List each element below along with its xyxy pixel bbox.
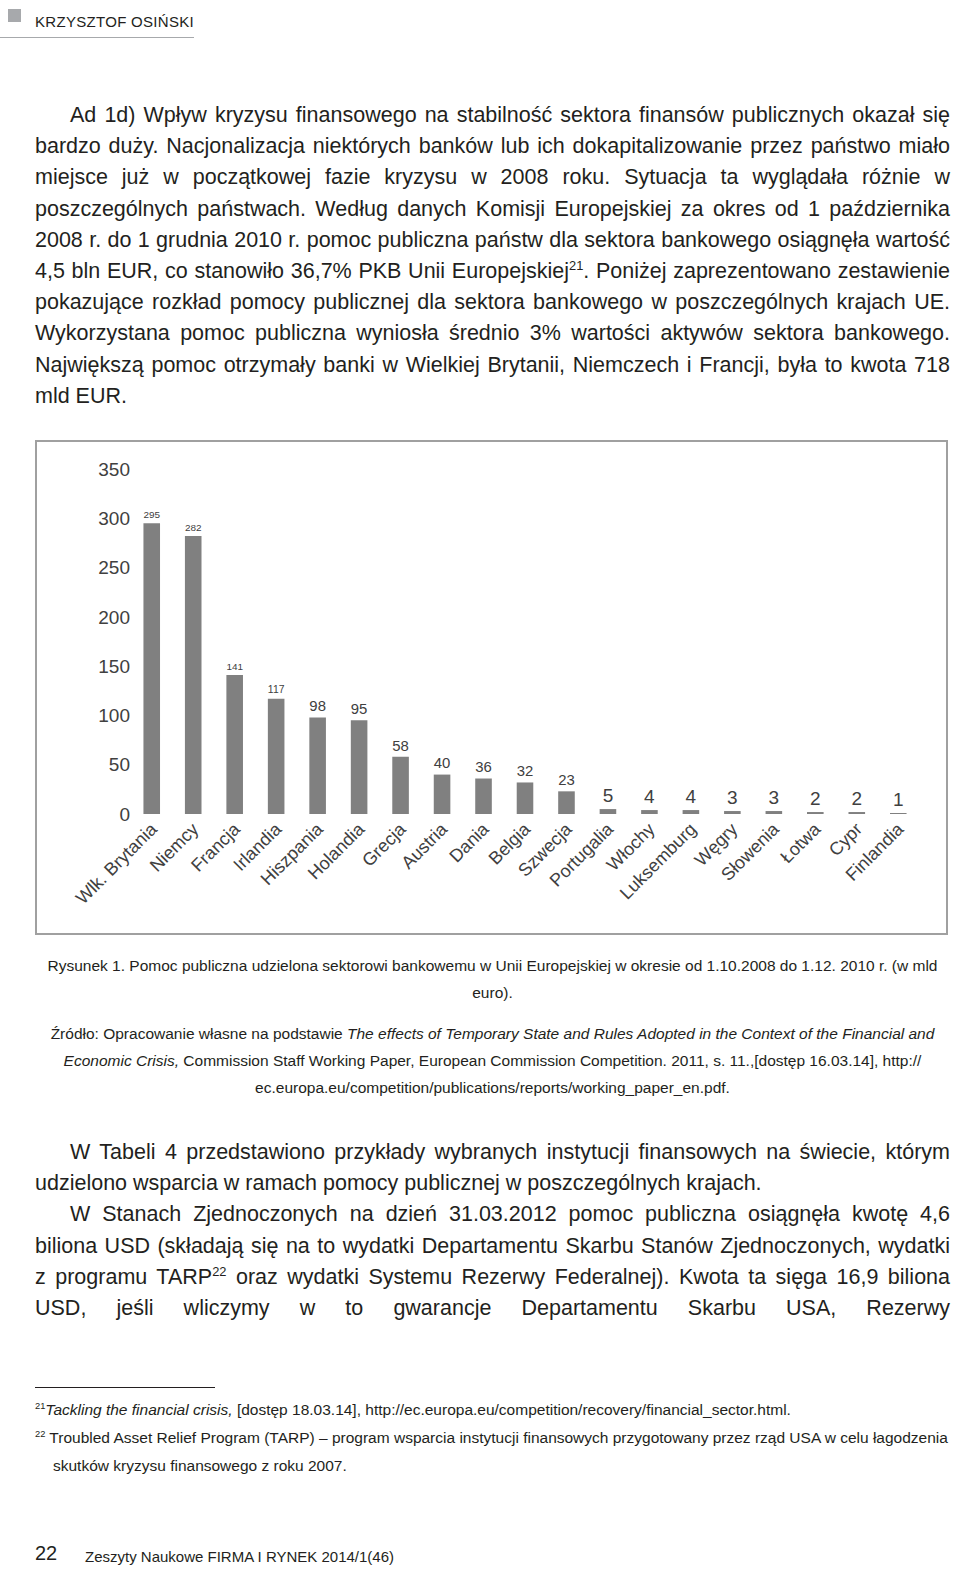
- svg-text:Belgia: Belgia: [485, 818, 535, 868]
- svg-text:Luksemburg: Luksemburg: [616, 819, 700, 903]
- svg-text:Dania: Dania: [445, 818, 493, 866]
- svg-text:2: 2: [851, 788, 862, 809]
- html-text:22: 22: [35, 1542, 58, 1564]
- svg-text:36: 36: [475, 759, 492, 775]
- svg-text:3: 3: [769, 787, 780, 808]
- svg-text:141: 141: [226, 661, 243, 672]
- html-text:22Troubled Asset Relief Progra: 22Troubled Asset Relief Program (TARP) –…: [35, 1428, 948, 1474]
- html-text:W Stanach Zjednoczonych na dzi: W Stanach Zjednoczonych na dzień 31.03.2…: [35, 1202, 950, 1320]
- svg-text:250: 250: [98, 557, 130, 578]
- svg-text:117: 117: [268, 684, 285, 695]
- svg-text:Włochy: Włochy: [603, 819, 659, 875]
- svg-text:Austria: Austria: [397, 818, 451, 872]
- svg-text:Szwecja: Szwecja: [514, 818, 576, 880]
- svg-text:Łotwa: Łotwa: [776, 818, 825, 867]
- svg-text:282: 282: [185, 522, 202, 533]
- svg-text:Cypr: Cypr: [825, 819, 866, 860]
- svg-text:0: 0: [119, 804, 130, 825]
- svg-text:295: 295: [143, 509, 160, 520]
- svg-text:95: 95: [351, 701, 368, 717]
- svg-text:2: 2: [810, 788, 821, 809]
- svg-text:Wlk. Brytania: Wlk. Brytania: [72, 818, 162, 908]
- svg-text:4: 4: [644, 786, 655, 807]
- svg-text:200: 200: [98, 607, 130, 628]
- svg-text:Finlandia: Finlandia: [842, 818, 908, 884]
- svg-text:1: 1: [893, 789, 904, 810]
- svg-text:100: 100: [98, 705, 130, 726]
- svg-text:Węgry: Węgry: [691, 819, 742, 870]
- svg-text:23: 23: [558, 772, 575, 788]
- svg-text:4: 4: [685, 786, 696, 807]
- html-text:Rysunek 1. Pomoc publiczna udz: Rysunek 1. Pomoc publiczna udzielona sek…: [47, 957, 938, 1001]
- svg-text:Niemcy: Niemcy: [146, 819, 203, 876]
- html-text:Zeszyty Naukowe FIRMA I RYNEK: Zeszyty Naukowe FIRMA I RYNEK 2014/1(46): [85, 1548, 394, 1565]
- html-text:Źródło: Opracowanie własne na: Źródło: Opracowanie własne na podstawie …: [50, 1025, 935, 1096]
- svg-text:Holandia: Holandia: [304, 818, 369, 883]
- svg-text:Francja: Francja: [187, 818, 244, 875]
- html-text:KRZYSZTOF OSIŃSKI: KRZYSZTOF OSIŃSKI: [35, 13, 194, 30]
- svg-text:Hiszpania: Hiszpania: [257, 818, 328, 889]
- svg-text:98: 98: [309, 698, 326, 714]
- svg-text:Słowenia: Słowenia: [717, 818, 783, 884]
- svg-text:300: 300: [98, 508, 130, 529]
- svg-text:5: 5: [603, 785, 614, 806]
- svg-text:150: 150: [98, 656, 130, 677]
- svg-text:32: 32: [517, 763, 534, 779]
- svg-text:3: 3: [727, 787, 738, 808]
- svg-text:Portugalia: Portugalia: [546, 818, 618, 890]
- svg-text:40: 40: [434, 755, 451, 771]
- svg-text:350: 350: [98, 459, 130, 480]
- svg-text:58: 58: [392, 738, 409, 754]
- svg-text:Irlandia: Irlandia: [229, 818, 286, 875]
- html-text:W Tabeli 4 przedstawiono przyk: W Tabeli 4 przedstawiono przykłady wybra…: [35, 1140, 950, 1196]
- html-text:Ad 1d) Wpływ kryzysu finansowe: Ad 1d) Wpływ kryzysu finansowego na stab…: [35, 103, 950, 408]
- html-text:21Tackling the financial crisi: 21Tackling the financial crisis, [dostęp…: [35, 1400, 791, 1418]
- svg-text:Grecja: Grecja: [358, 818, 410, 870]
- svg-text:50: 50: [109, 754, 130, 775]
